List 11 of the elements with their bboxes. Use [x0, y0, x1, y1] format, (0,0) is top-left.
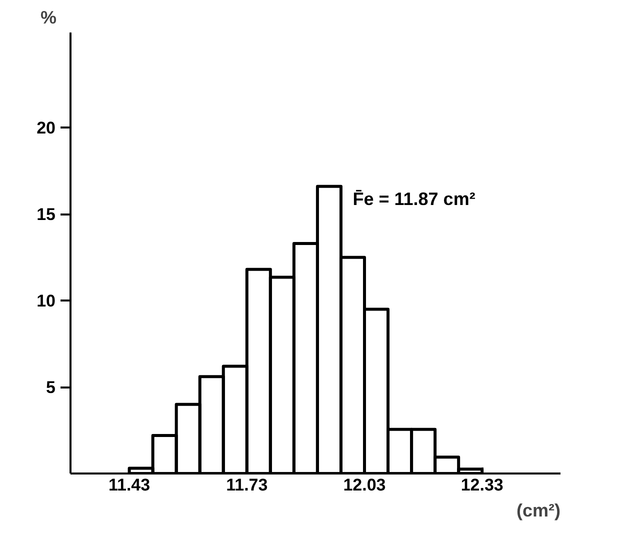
y-axis-title: %: [40, 8, 57, 28]
x-axis-title: (cm²): [516, 500, 561, 520]
x-tick-label: 11.43: [108, 476, 150, 494]
y-tick-label: 20: [36, 118, 56, 138]
x-tick-label: 11.73: [226, 476, 268, 494]
y-tick-label: 10: [36, 292, 56, 311]
annotation: F̄e = 11.87 cm²: [352, 188, 476, 209]
x-tick-label: 12.03: [343, 476, 386, 494]
x-tick-label: 12.33: [460, 476, 504, 494]
y-tick-label: 5: [46, 378, 56, 398]
y-tick-label: 15: [36, 205, 56, 224]
